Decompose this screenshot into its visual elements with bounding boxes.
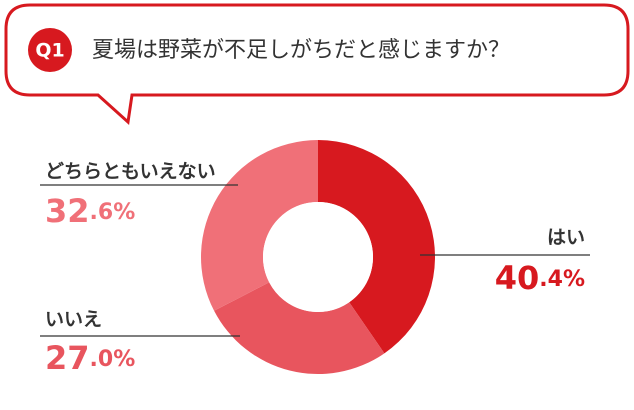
- donut-hole: [263, 202, 373, 312]
- value-label: 32.6%: [45, 192, 135, 230]
- badge-circle: [28, 28, 72, 72]
- category-label: はい: [547, 227, 585, 249]
- value-label: 27.0%: [45, 339, 135, 377]
- category-label: どちらともいえない: [45, 161, 216, 183]
- slice: [200, 139, 318, 311]
- category-label: いいえ: [45, 309, 102, 331]
- speech-bubble: [4, 3, 630, 125]
- badge: Q1: [35, 40, 64, 62]
- slice: [318, 140, 436, 354]
- chart-title: 夏場は野菜が不足しがちだと感じますか？: [92, 38, 510, 63]
- value-label: 40.4%: [495, 259, 585, 297]
- slice: [214, 282, 385, 375]
